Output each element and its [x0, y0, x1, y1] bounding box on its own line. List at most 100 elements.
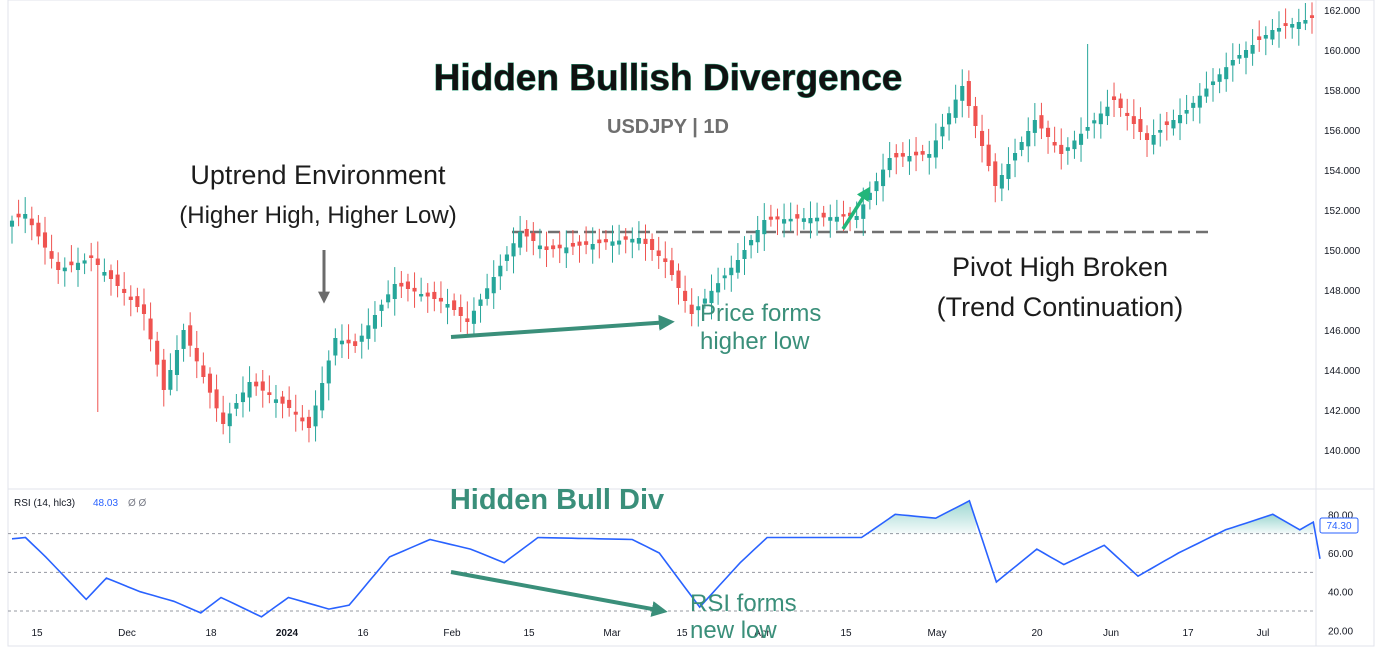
candle — [683, 275, 688, 313]
candle-body — [234, 403, 239, 409]
price-tick-label: 140.000 — [1324, 446, 1361, 457]
candle — [366, 308, 371, 350]
rsi-tick-label: 40.00 — [1328, 588, 1353, 599]
time-tick-label: Jun — [1103, 628, 1119, 639]
candle — [1118, 93, 1123, 117]
candle — [735, 243, 740, 279]
candle-body — [194, 347, 199, 362]
candle-body — [280, 396, 285, 404]
candle — [775, 208, 780, 236]
time-tick-label: Jul — [1257, 628, 1270, 639]
time-axis: 15 Dec 18 2024 16 Feb 15 Mar 15 Apr 15 May 20 Jun 17 Ju… — [31, 628, 1269, 639]
candle — [531, 222, 536, 256]
candle-body — [1032, 120, 1037, 133]
candle-body — [1039, 115, 1044, 129]
candle-body — [1237, 55, 1242, 59]
candle — [702, 288, 707, 309]
candle — [1263, 26, 1268, 56]
candle — [1019, 136, 1024, 157]
candle-body — [676, 270, 681, 288]
candle-body — [471, 310, 476, 324]
candle-body — [333, 338, 338, 356]
candle-body — [247, 382, 252, 398]
candle-body — [887, 158, 892, 171]
candle — [557, 231, 562, 264]
candle — [9, 215, 15, 244]
candle — [1270, 19, 1275, 46]
candle — [1250, 29, 1255, 66]
candle — [135, 287, 140, 313]
candle-body — [914, 151, 919, 156]
candle-body — [768, 216, 773, 220]
candle — [115, 260, 120, 298]
candle — [1158, 113, 1163, 147]
rsi-legend-value: 48.03 — [93, 498, 118, 509]
candle — [1072, 130, 1077, 159]
rsi-legend: RSI (14, hlc3) 48.03 Ø Ø — [14, 498, 147, 509]
candlestick-series — [9, 2, 1315, 444]
candle-body — [1210, 81, 1216, 86]
candle-body — [346, 339, 351, 344]
candle — [247, 366, 252, 412]
candle-body — [366, 325, 371, 339]
candle — [419, 277, 424, 302]
candle — [590, 227, 595, 264]
candle-body — [1098, 113, 1103, 125]
candle-body — [1250, 45, 1255, 54]
candle — [75, 247, 81, 287]
candle — [1052, 126, 1057, 153]
candle — [689, 288, 694, 327]
candle-body — [894, 153, 899, 158]
candle-body — [907, 156, 912, 162]
candle-body — [1052, 141, 1057, 146]
candle-body — [1171, 120, 1176, 129]
candle-body — [1105, 106, 1110, 117]
time-tick-label: May — [928, 628, 947, 639]
candle — [966, 70, 971, 118]
candle — [1217, 68, 1222, 94]
candle — [485, 273, 490, 306]
time-tick-label: 18 — [205, 628, 217, 639]
candle — [16, 199, 21, 227]
candle — [821, 205, 826, 227]
candle — [801, 207, 806, 230]
candle-body — [716, 283, 721, 293]
candle — [933, 123, 938, 169]
candle-body — [29, 218, 34, 226]
candle — [834, 199, 839, 231]
candle-body — [663, 258, 668, 262]
price-tick-label: 150.000 — [1324, 246, 1361, 257]
candle-body — [1138, 119, 1143, 132]
time-tick-label: 15 — [523, 628, 535, 639]
candle — [1059, 128, 1064, 170]
candle — [313, 390, 318, 442]
candle-body — [42, 232, 48, 248]
candle-body — [834, 216, 839, 222]
candle — [544, 231, 549, 267]
candle-body — [273, 399, 279, 403]
candle — [755, 215, 760, 253]
candle-body — [630, 238, 635, 243]
candle — [795, 204, 800, 236]
candle-body — [287, 399, 292, 408]
candle-body — [23, 214, 28, 219]
candle — [564, 230, 569, 268]
candle-body — [485, 288, 490, 299]
candle-body — [1296, 22, 1301, 29]
candle — [669, 247, 674, 281]
candle-body — [313, 405, 318, 427]
candle — [122, 272, 127, 306]
candle — [155, 331, 160, 377]
candle-body — [1085, 127, 1090, 131]
candle — [729, 255, 734, 292]
candle-body — [933, 140, 938, 158]
candle-body — [920, 151, 925, 155]
candle — [577, 235, 582, 263]
candle-body — [564, 247, 569, 254]
candle — [630, 227, 635, 259]
candle-body — [696, 306, 701, 311]
candle — [1303, 3, 1308, 31]
candle — [1032, 103, 1037, 147]
candle-body — [999, 175, 1004, 189]
time-tick-label: 17 — [1182, 628, 1194, 639]
